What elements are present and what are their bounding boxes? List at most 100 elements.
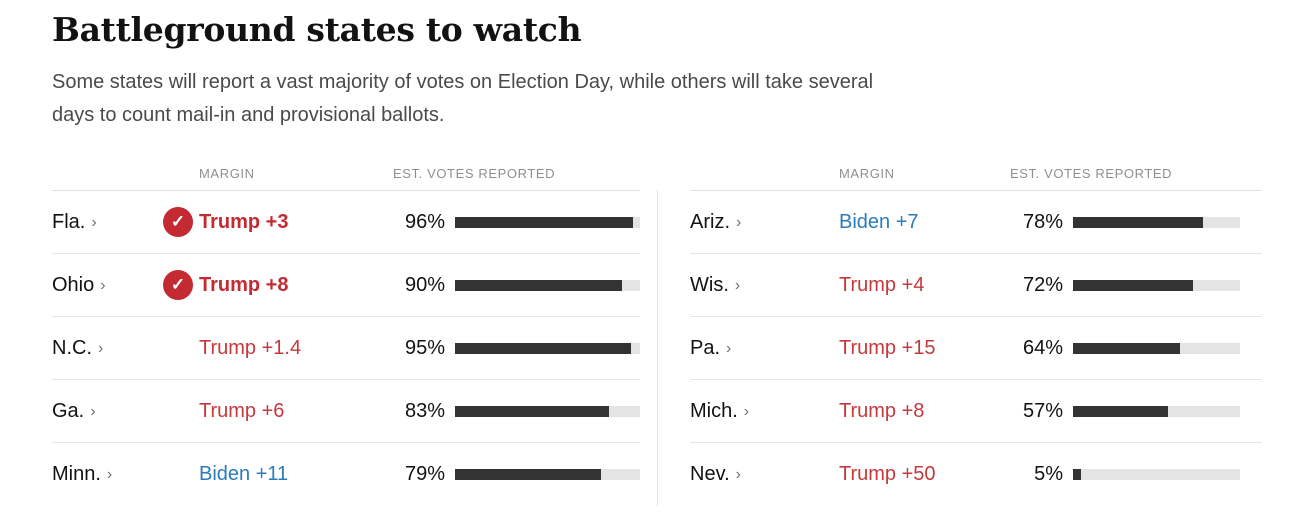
table-row: Nev. › ✓ Trump +50 5% xyxy=(690,443,1262,506)
chevron-right-icon: › xyxy=(90,402,96,420)
chevron-right-icon: › xyxy=(726,339,732,357)
state-name: Wis. xyxy=(690,273,729,296)
chevron-right-icon: › xyxy=(736,213,742,231)
state-link[interactable]: Wis. › xyxy=(690,274,800,297)
votes-reported-bar xyxy=(1063,342,1262,354)
state-name: Fla. xyxy=(52,210,86,233)
margin-cell: ✓ Trump +3 xyxy=(163,207,348,237)
margin-cell: ✓ Trump +1.4 xyxy=(163,337,348,360)
chevron-right-icon: › xyxy=(98,339,104,357)
pct-reported-value: 72% xyxy=(1022,273,1063,296)
margin-value: Trump +50 xyxy=(839,463,936,485)
table-right-rows: Ariz. › ✓ Biden +7 78% Wis. › ✓ Trump +4… xyxy=(690,191,1262,506)
bar-fill xyxy=(1073,216,1204,228)
margin-column-header: MARGIN xyxy=(839,166,895,181)
state-link[interactable]: Mich. › xyxy=(690,400,800,423)
margin-cell: ✓ Trump +50 xyxy=(800,463,985,486)
pct-reported-value: 90% xyxy=(404,273,445,296)
votes-reported-bar xyxy=(1063,469,1262,480)
race-called-check-icon: ✓ xyxy=(163,207,193,237)
pct-reported-value: 79% xyxy=(404,463,445,485)
chevron-right-icon: › xyxy=(100,276,106,294)
bar-fill xyxy=(455,279,622,291)
state-link[interactable]: Minn. › xyxy=(52,463,163,486)
margin-value: Biden +11 xyxy=(199,463,289,485)
votes-reported-bar xyxy=(445,469,640,480)
state-name: Nev. xyxy=(690,463,730,485)
state-name: Ariz. xyxy=(690,210,730,233)
bar-track xyxy=(455,342,640,354)
bar-fill xyxy=(455,342,631,354)
margin-value: Trump +1.4 xyxy=(199,336,302,359)
state-link[interactable]: Ohio › xyxy=(52,274,163,297)
page-subtitle: Some states will report a vast majority … xyxy=(52,66,1112,132)
margin-value: Trump +8 xyxy=(839,399,925,422)
margin-cell: ✓ Biden +11 xyxy=(163,463,348,486)
table-row: Ga. › ✓ Trump +6 83% xyxy=(52,380,640,443)
bar-fill xyxy=(1073,405,1169,417)
est-votes-column-header: EST. VOTES REPORTED xyxy=(1010,166,1173,181)
state-name: Ohio xyxy=(52,273,95,296)
votes-reported-bar xyxy=(445,405,640,417)
race-called-check-icon: ✓ xyxy=(163,270,193,300)
margin-value: Biden +7 xyxy=(839,210,919,233)
pct-reported-value: 83% xyxy=(404,399,445,422)
table-row: Wis. › ✓ Trump +4 72% xyxy=(690,254,1262,317)
margin-cell: ✓ Trump +15 xyxy=(800,337,985,360)
state-link[interactable]: Nev. › xyxy=(690,463,800,486)
table-row: Mich. › ✓ Trump +8 57% xyxy=(690,380,1262,443)
margin-value: Trump +6 xyxy=(199,399,285,422)
bar-fill xyxy=(455,216,633,228)
state-name: N.C. xyxy=(52,336,92,359)
state-link[interactable]: Pa. › xyxy=(690,337,800,360)
margin-cell: ✓ Biden +7 xyxy=(800,211,985,234)
votes-reported-bar xyxy=(1063,405,1262,417)
bar-fill xyxy=(455,469,602,480)
state-link[interactable]: N.C. › xyxy=(52,337,163,360)
margin-value: Trump +8 xyxy=(199,273,289,296)
state-name: Pa. xyxy=(690,336,721,359)
chevron-right-icon: › xyxy=(735,466,741,483)
bar-track xyxy=(455,469,640,480)
state-link[interactable]: Ariz. › xyxy=(690,211,800,234)
table-header-row: MARGIN EST. VOTES REPORTED xyxy=(690,150,1262,191)
table-row: Fla. › ✓ Trump +3 96% xyxy=(52,191,640,254)
chevron-right-icon: › xyxy=(734,276,741,294)
pct-reported-value: 95% xyxy=(404,336,445,359)
votes-reported-bar xyxy=(445,342,640,354)
table-left-half: MARGIN EST. VOTES REPORTED Fla. › ✓ Trum… xyxy=(52,150,640,506)
bar-track xyxy=(1073,342,1240,354)
table-row: Pa. › ✓ Trump +15 64% xyxy=(690,317,1262,380)
margin-column-header: MARGIN xyxy=(199,166,255,181)
subtitle-line-2: days to count mail-in and provisional ba… xyxy=(52,104,445,126)
votes-reported-bar xyxy=(1063,216,1262,228)
bar-track xyxy=(455,405,640,417)
votes-reported-bar xyxy=(445,216,640,228)
margin-cell: ✓ Trump +8 xyxy=(163,270,348,300)
margin-value: Trump +15 xyxy=(839,336,936,359)
state-link[interactable]: Ga. › xyxy=(52,400,163,423)
pct-reported-value: 78% xyxy=(1022,210,1063,233)
votes-reported-bar xyxy=(1063,279,1262,291)
pct-reported-value: 64% xyxy=(1022,336,1063,359)
chevron-right-icon: › xyxy=(106,466,113,483)
page-title: Battleground states to watch xyxy=(52,10,582,49)
bar-track xyxy=(1073,279,1240,291)
bar-track xyxy=(455,216,640,228)
subtitle-line-1: Some states will report a vast majority … xyxy=(52,71,874,93)
table-header-row: MARGIN EST. VOTES REPORTED xyxy=(52,150,640,191)
chevron-right-icon: › xyxy=(91,213,97,231)
bar-fill xyxy=(455,405,609,417)
table-row: Ohio › ✓ Trump +8 90% xyxy=(52,254,640,317)
votes-reported-bar xyxy=(445,279,640,291)
bar-fill xyxy=(1073,279,1194,291)
state-name: Mich. xyxy=(690,399,738,422)
state-name: Ga. xyxy=(52,399,85,422)
chevron-right-icon: › xyxy=(743,402,750,420)
bar-track xyxy=(1073,405,1240,417)
table-row: Ariz. › ✓ Biden +7 78% xyxy=(690,191,1262,254)
pct-reported-value: 57% xyxy=(1022,399,1063,422)
margin-cell: ✓ Trump +6 xyxy=(163,400,348,423)
state-link[interactable]: Fla. › xyxy=(52,211,163,234)
